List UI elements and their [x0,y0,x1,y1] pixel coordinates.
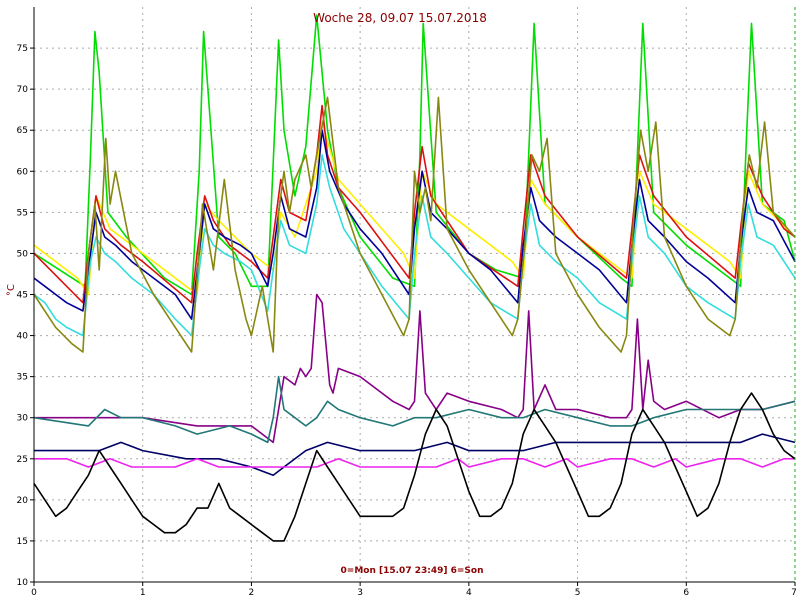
y-tick-label: 45 [17,291,28,301]
y-tick-label: 70 [17,85,29,95]
series-line-1 [33,14,796,296]
series-line-3 [33,104,796,304]
y-axis-label: °C [6,284,17,296]
series-line-9 [34,433,796,477]
x-axis-label: 0=Mon [15.07 23:49] 6=Son [341,566,484,576]
series-line-11 [33,392,796,542]
y-tick-label: 65 [17,126,28,136]
y-tick-label: 55 [17,208,28,218]
x-tick-label: 0 [31,588,37,598]
series-line-6 [33,96,796,353]
x-tick-label: 2 [249,588,255,598]
x-tick-label: 4 [466,588,472,598]
y-tick-label: 35 [17,373,28,383]
y-tick-labels: 10 15 20 25 30 35 40 45 50 55 60 65 70 75 [17,44,34,588]
y-tick-label: 20 [17,496,29,506]
x-tick-label: 7 [791,588,797,598]
y-tick-label: 10 [17,578,29,588]
y-tick-label: 25 [17,455,28,465]
y-tick-label: 15 [17,537,28,547]
y-tick-label: 75 [17,44,28,54]
series-line-2 [33,121,796,296]
x-tick-label: 5 [575,588,581,598]
chart-title: Woche 28, 09.07 15.07.2018 [313,11,487,25]
x-tick-label: 6 [683,588,689,598]
grid [34,7,795,582]
y-tick-label: 30 [17,414,29,424]
y-tick-label: 60 [17,167,29,177]
series-line-10 [34,457,795,468]
x-tick-labels: 0 1 2 3 4 5 6 7 [31,582,797,598]
series-group [33,14,796,542]
x-tick-label: 3 [357,588,363,598]
series-line-7 [34,293,796,444]
y-tick-label: 40 [17,332,29,342]
y-tick-label: 50 [17,249,29,259]
series-line-8 [33,375,796,444]
x-tick-label: 1 [140,588,146,598]
